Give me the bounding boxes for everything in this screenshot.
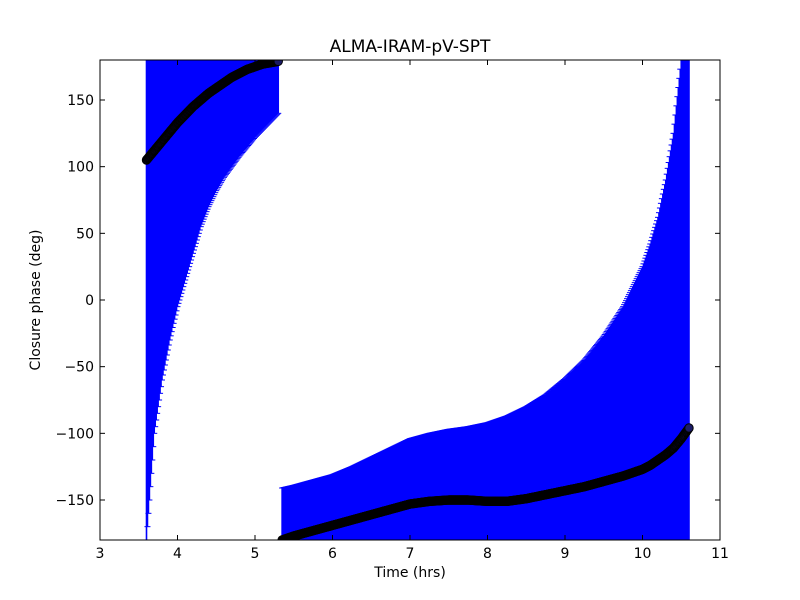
y-axis-label: Closure phase (deg) [28, 230, 44, 371]
series-segment-2 [277, 60, 694, 540]
y-axis: −150 −100 −50 0 50 100 150 [56, 93, 720, 509]
x-tick-label: 11 [711, 546, 729, 562]
y-tick-label: −100 [56, 426, 94, 442]
x-tick-label: 3 [96, 546, 105, 562]
x-tick-label: 10 [634, 546, 652, 562]
x-tick-label: 6 [328, 546, 337, 562]
y-tick-label: 150 [67, 93, 94, 109]
x-axis-label: Time (hrs) [373, 565, 446, 581]
data-layer [141, 60, 694, 540]
series-segment-1 [141, 60, 283, 540]
data-point [273, 60, 283, 67]
x-tick-label: 5 [251, 546, 260, 562]
chart-title: ALMA-IRAM-pV-SPT [330, 37, 491, 57]
x-tick-label: 8 [483, 546, 492, 562]
y-tick-label: 0 [85, 293, 94, 309]
data-point [684, 423, 694, 433]
x-tick-label: 9 [561, 546, 570, 562]
x-tick-label: 7 [406, 546, 415, 562]
y-tick-label: 50 [76, 226, 94, 242]
y-tick-label: −150 [56, 493, 94, 509]
x-tick-label: 4 [173, 546, 182, 562]
y-tick-label: −50 [64, 360, 94, 376]
x-axis: 3 4 5 6 7 8 9 10 11 [96, 60, 729, 562]
y-tick-label: 100 [67, 160, 94, 176]
